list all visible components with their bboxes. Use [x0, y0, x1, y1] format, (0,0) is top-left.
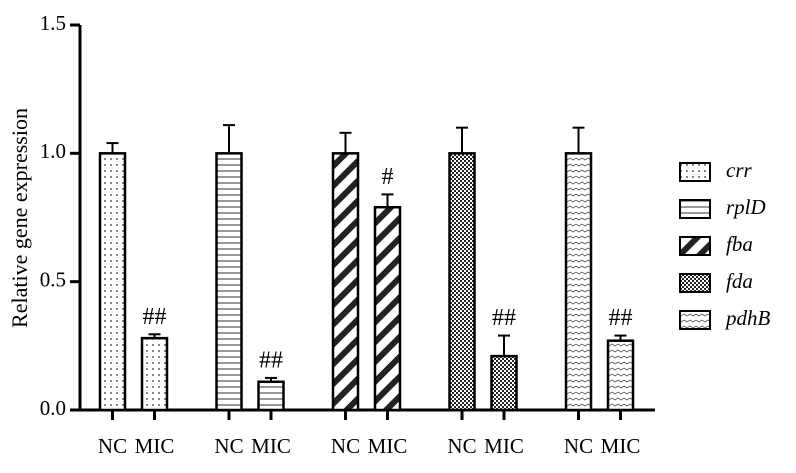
legend-swatch: [679, 199, 711, 219]
x-tick-label: MIC: [251, 434, 291, 458]
bar: [490, 354, 518, 412]
bar: [140, 336, 169, 412]
bar: [448, 152, 476, 412]
significance-label: ##: [492, 305, 516, 331]
legend-label: rplD: [726, 195, 766, 219]
y-tick-label: 0.0: [40, 396, 66, 420]
significance-label: #: [382, 164, 394, 190]
bar: [98, 152, 127, 412]
y-tick-label: 1.0: [40, 139, 66, 163]
x-tick-label: NC: [214, 434, 243, 458]
legend-label: pdhB: [724, 306, 771, 330]
legend-swatch: [679, 273, 711, 293]
x-tick-label: MIC: [135, 434, 175, 458]
legend-label: fda: [726, 269, 753, 293]
significance-label: ##: [609, 305, 633, 331]
x-tick-label: NC: [331, 434, 360, 458]
bar: [373, 205, 402, 412]
significance-label: ##: [259, 347, 283, 373]
y-tick-label: 1.5: [40, 11, 66, 35]
legend-label: crr: [726, 158, 752, 182]
bar: [257, 380, 285, 412]
x-tick-label: MIC: [368, 434, 408, 458]
bar: [564, 152, 593, 412]
legend-label: fba: [726, 232, 753, 256]
x-tick-label: MIC: [601, 434, 641, 458]
legend-swatch: [679, 310, 711, 330]
legend-swatch: [679, 162, 711, 182]
x-tick-label: NC: [564, 434, 593, 458]
y-axis-label: Relative gene expression: [7, 108, 32, 328]
x-tick-label: NC: [447, 434, 476, 458]
legend-swatch: [679, 236, 711, 256]
significance-label: ##: [143, 304, 167, 330]
x-tick-label: MIC: [484, 434, 524, 458]
bar: [215, 152, 243, 412]
bar: [606, 339, 635, 412]
y-tick-label: 0.5: [40, 267, 66, 291]
bar: [331, 152, 360, 412]
x-tick-label: NC: [98, 434, 127, 458]
